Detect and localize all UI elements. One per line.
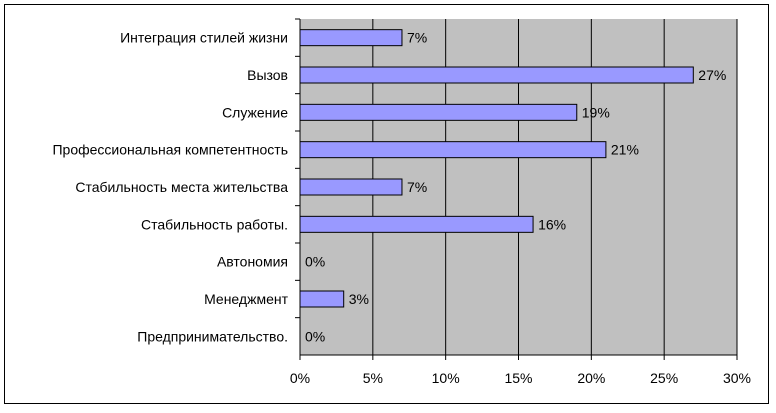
value-label: 27% — [698, 67, 726, 83]
value-label: 7% — [407, 30, 427, 46]
bar — [299, 103, 578, 121]
category-label: Вызов — [247, 67, 288, 83]
bar — [299, 215, 534, 233]
value-label: 19% — [582, 104, 610, 120]
bar — [299, 290, 345, 308]
category-label: Служение — [222, 104, 288, 120]
x-tick-label: 0% — [290, 370, 310, 386]
category-label: Менеджмент — [204, 291, 288, 307]
value-label: 3% — [349, 291, 369, 307]
value-label: 0% — [305, 254, 325, 270]
x-tick-label: 10% — [432, 370, 460, 386]
value-label: 21% — [611, 142, 639, 158]
x-tick-label: 25% — [650, 370, 678, 386]
x-tick-label: 20% — [577, 370, 605, 386]
value-label: 16% — [538, 216, 566, 232]
value-label: 7% — [407, 179, 427, 195]
x-tick-label: 5% — [363, 370, 383, 386]
value-labels: 7% 27% 19% 21% 7% 16% 0% 3% 0% — [305, 30, 726, 345]
category-label: Профессиональная компетентность — [52, 142, 288, 158]
category-label: Предпринимательство. — [137, 328, 288, 344]
value-label: 0% — [305, 328, 325, 344]
x-tick-label: 15% — [504, 370, 532, 386]
axes — [295, 18, 738, 360]
bars — [299, 29, 694, 308]
bar — [299, 29, 403, 47]
x-tick-labels: 0% 5% 10% 15% 20% 25% 30% — [290, 370, 751, 386]
category-label: Стабильность работы. — [141, 216, 288, 232]
category-labels: Интеграция стилей жизни Вызов Служение Проф… — [52, 30, 288, 345]
x-tick-label: 30% — [723, 370, 751, 386]
bar — [299, 141, 607, 159]
category-label: Интеграция стилей жизни — [120, 30, 288, 46]
category-label: Автономия — [217, 254, 288, 270]
bar — [299, 66, 694, 84]
bar — [299, 178, 403, 196]
category-label: Стабильность места жительства — [75, 179, 288, 195]
